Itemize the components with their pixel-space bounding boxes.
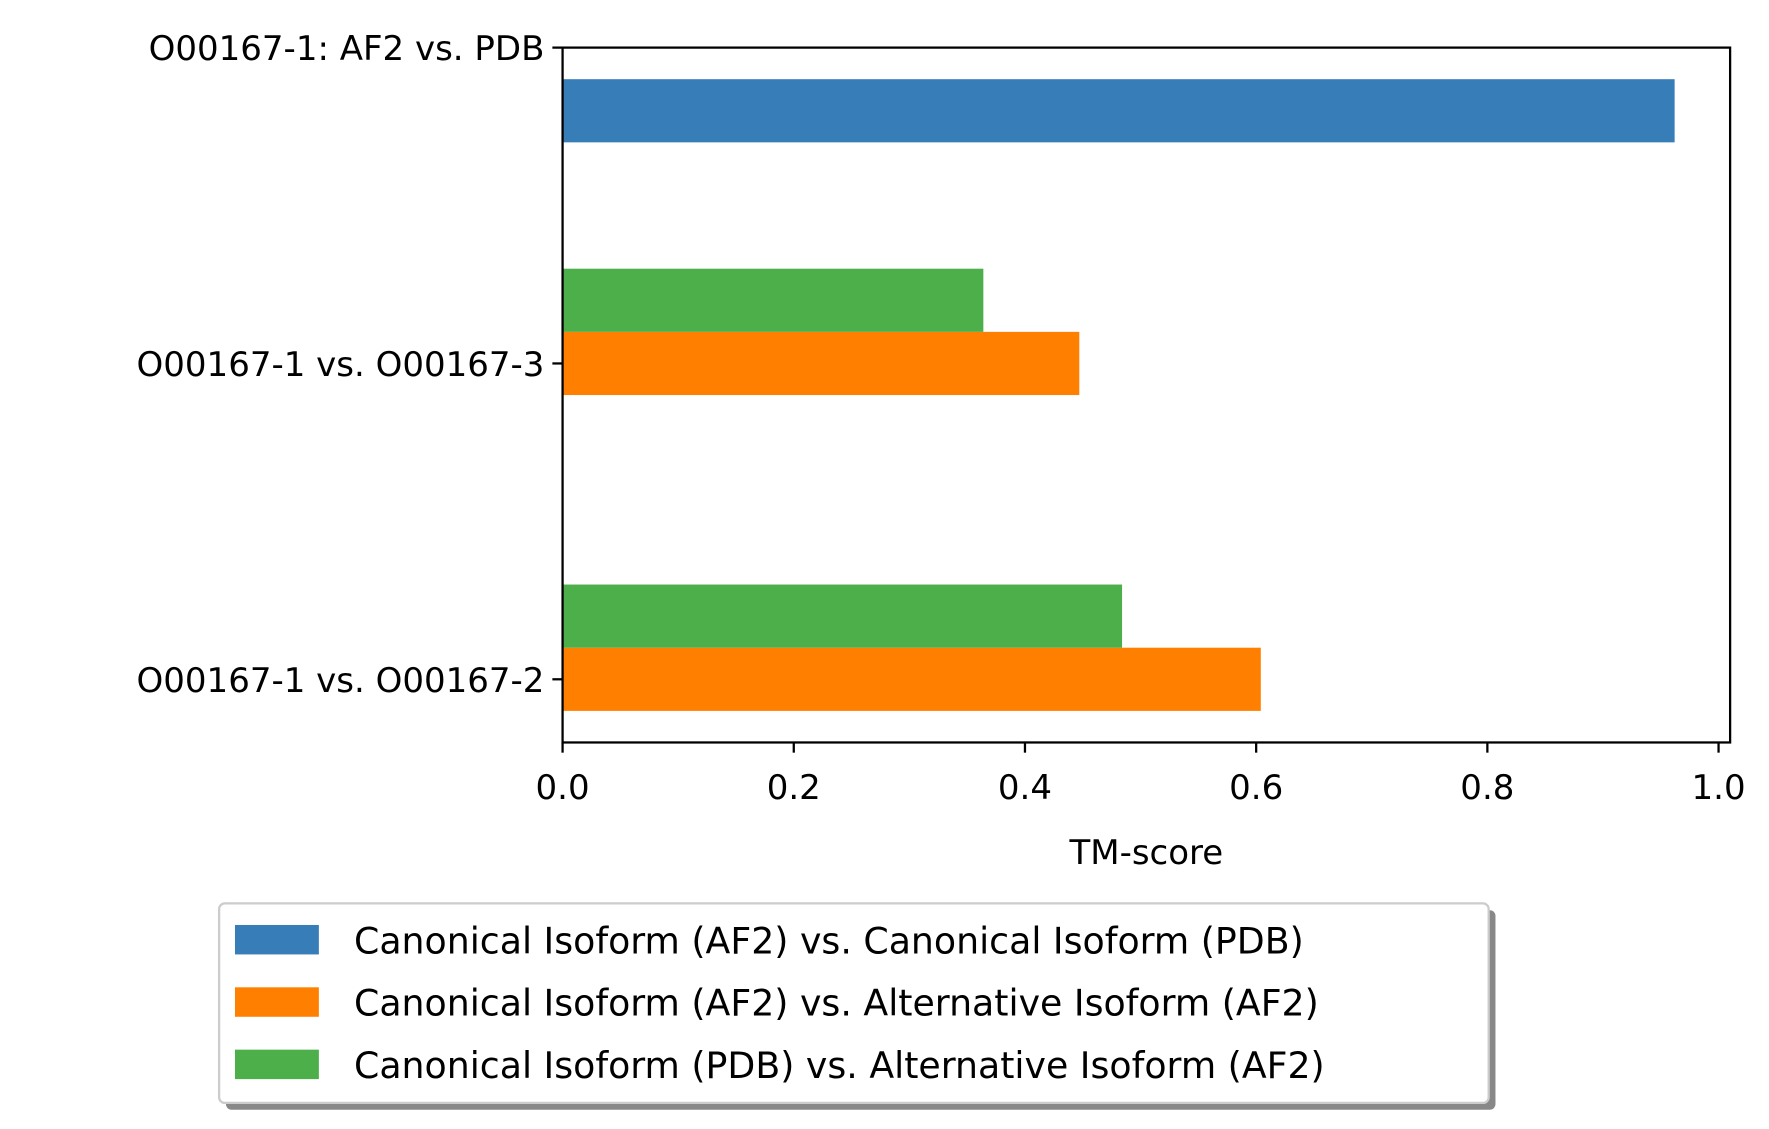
x-tick-label: 0.0 — [536, 768, 590, 808]
bar-3-2 — [562, 268, 984, 332]
legend-swatch-2 — [234, 987, 319, 1017]
x-tick-label: 0.8 — [1460, 768, 1514, 808]
legend-swatch-1 — [234, 924, 319, 955]
bar-1-3 — [562, 79, 1675, 143]
bar-2-2 — [562, 331, 1080, 396]
legend-label-3: Canonical Isoform (PDB) vs. Alternative … — [354, 1044, 1325, 1087]
legend-swatch-3 — [234, 1049, 319, 1080]
legend-label-2: Canonical Isoform (AF2) vs. Alternative … — [354, 982, 1319, 1025]
legend-label-1: Canonical Isoform (AF2) vs. Canonical Is… — [354, 919, 1304, 962]
bars-layer — [562, 79, 1675, 711]
x-tick-label: 0.6 — [1229, 768, 1283, 808]
y-axis-ticks: O00167-1 vs. O00167-2 O00167-1 vs. O00167… — [137, 29, 563, 701]
x-axis-label: TM-score — [1068, 833, 1223, 873]
bar-2-1 — [562, 647, 1261, 711]
bar-3-1 — [562, 584, 1123, 648]
axes-frame — [561, 46, 1732, 744]
legend: Canonical Isoform (AF2) vs. Canonical Is… — [217, 902, 1496, 1110]
y-tick-label: O00167-1: AF2 vs. PDB — [149, 29, 545, 69]
legend-box — [217, 902, 1490, 1105]
y-tick-label: O00167-1 vs. O00167-2 — [137, 661, 545, 701]
x-axis-ticks: 0.0 0.2 0.4 0.6 0.8 1.0 — [536, 742, 1746, 808]
x-tick-label: 0.2 — [767, 768, 821, 808]
x-tick-label: 0.4 — [998, 768, 1052, 808]
y-tick-label: O00167-1 vs. O00167-3 — [137, 345, 545, 385]
x-tick-label: 1.0 — [1692, 768, 1746, 808]
